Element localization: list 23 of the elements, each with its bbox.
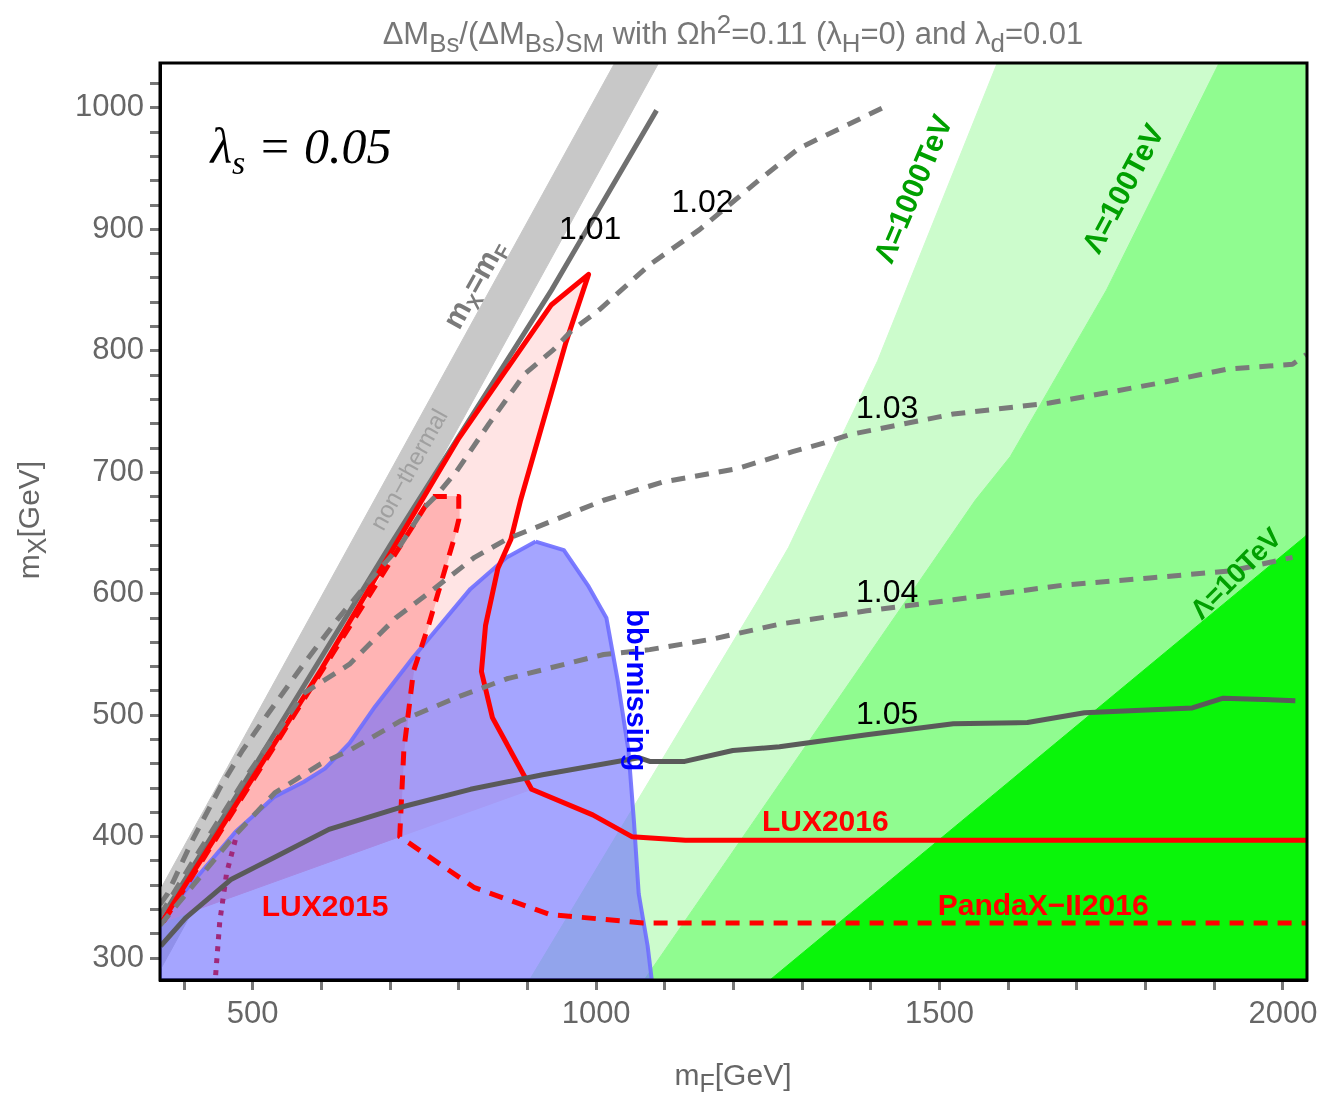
annotation: mX=mF [435,241,515,334]
y-tick-label: 300 [92,938,144,974]
annotation: 1.05 [856,694,919,731]
y-tick-label: 400 [92,817,144,853]
y-tick-label: 900 [92,209,144,245]
x-tick-label: 500 [226,995,279,1031]
annotation: 1.03 [856,389,919,426]
x-tick-label: 1500 [905,995,975,1031]
y-tick-label: 600 [92,574,144,610]
x-tick-label: 1000 [561,995,631,1031]
y-tick-label: 700 [92,452,144,488]
y-tick-label: 1000 [75,88,144,124]
annotation: 1.02 [671,183,734,220]
annotation: 1.04 [856,572,919,609]
chart-title: ΔM$_{Bs}$/(ΔM$_{Bs}$)$_{SM}$ with Ωh$^{2}$=0.11 (λ$_{H}$=0) and λ$_{d}$=0.01 [382,10,1084,57]
y-tick-label: 500 [92,695,144,731]
annotation: LUX2016 [761,803,889,837]
annotation: bb+missing [620,609,653,772]
annotation: PandaX−II2016 [937,887,1149,921]
y-tick-label: 800 [92,331,144,367]
x-tick-label: 2000 [1248,995,1318,1031]
x-axis-title: m$_{F}$[GeV] [674,1058,792,1098]
annotation: LUX2015 [261,888,389,922]
